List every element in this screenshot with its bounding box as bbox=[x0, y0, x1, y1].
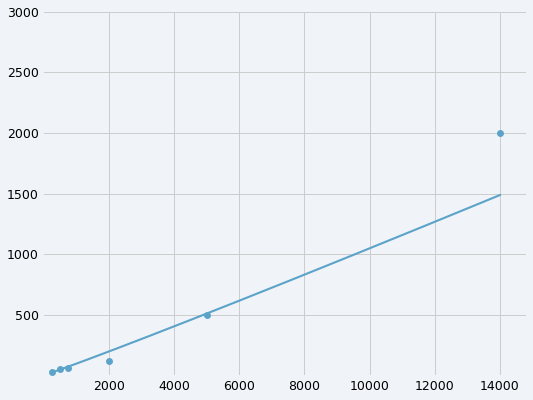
Point bbox=[496, 130, 504, 136]
Point bbox=[47, 368, 56, 375]
Point bbox=[64, 365, 72, 371]
Point bbox=[56, 366, 64, 372]
Point bbox=[203, 312, 211, 318]
Point bbox=[104, 358, 113, 364]
